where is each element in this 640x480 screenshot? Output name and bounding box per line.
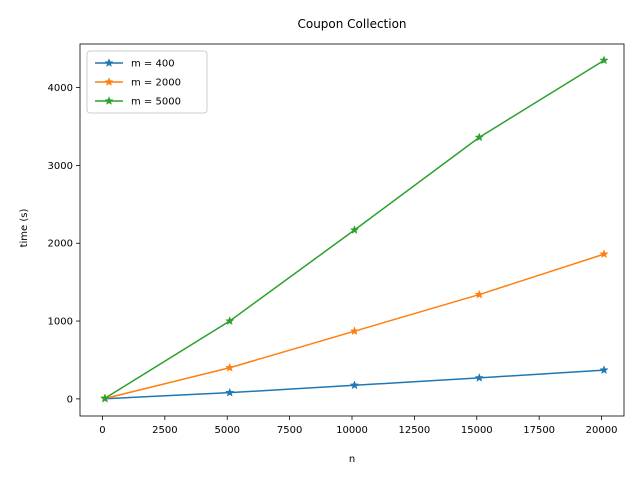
data-point <box>349 380 360 390</box>
y-tick-label: 4000 <box>48 83 73 94</box>
data-point <box>474 372 484 382</box>
y-axis-label: time (s) <box>19 209 30 248</box>
y-tick-label: 0 <box>67 394 73 405</box>
data-point <box>599 365 609 375</box>
x-axis-label: n <box>349 454 355 465</box>
x-tick-label: 20000 <box>586 425 618 436</box>
x-tick-label: 5000 <box>215 425 240 436</box>
legend-label: m = 400 <box>131 59 175 70</box>
y-tick-label: 1000 <box>48 317 73 328</box>
legend-label: m = 2000 <box>131 78 181 89</box>
y-tick-label: 2000 <box>48 239 73 250</box>
legend-item: m = 5000 <box>95 96 181 108</box>
data-point <box>349 225 360 234</box>
x-tick-label: 15000 <box>461 425 493 436</box>
data-point <box>474 132 484 142</box>
legend: m = 400 m = 2000 m = 5000 <box>86 50 208 114</box>
legend-marker <box>104 58 114 67</box>
data-point <box>100 393 110 403</box>
x-axis: 0 2500 5000 7500 10000 12500 15000 17500 20000 <box>99 416 617 436</box>
x-tick-label: 17500 <box>523 425 555 436</box>
x-tick-label: 7500 <box>277 425 302 436</box>
data-point <box>225 362 235 372</box>
plot-area <box>100 55 609 403</box>
x-tick-label: 2500 <box>152 425 177 436</box>
legend-marker <box>104 96 114 105</box>
series-1 <box>100 365 609 403</box>
x-tick-label: 0 <box>99 425 105 436</box>
legend-marker <box>104 77 114 86</box>
data-point <box>599 249 609 259</box>
y-axis: 0 1000 2000 3000 4000 <box>48 83 80 405</box>
x-tick-label: 10000 <box>336 425 368 436</box>
data-point <box>474 289 484 299</box>
legend-item: m = 400 <box>95 58 175 70</box>
x-tick-label: 12500 <box>398 425 430 436</box>
legend-box <box>86 50 208 114</box>
y-tick-label: 3000 <box>48 161 73 172</box>
data-point <box>225 387 235 397</box>
data-point <box>599 55 609 65</box>
legend-item: m = 2000 <box>95 77 181 89</box>
data-point <box>349 326 360 336</box>
data-point <box>225 316 235 326</box>
series-2 <box>100 249 609 403</box>
chart-title: Coupon Collection <box>297 17 406 31</box>
series-3 <box>100 55 609 403</box>
legend-label: m = 5000 <box>131 97 181 108</box>
